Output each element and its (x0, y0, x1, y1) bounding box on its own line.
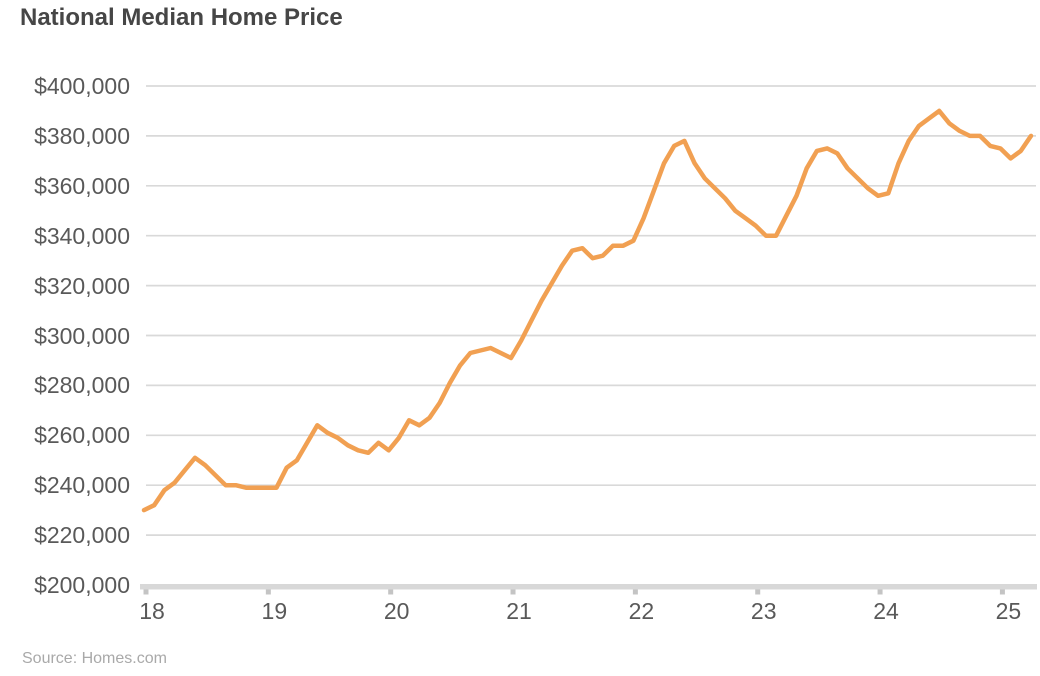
y-tick-label: $300,000 (34, 322, 130, 349)
x-tick-label: 22 (628, 598, 655, 624)
x-tick-label: 20 (383, 598, 410, 624)
x-tick-label: 18 (139, 598, 165, 624)
x-axis-tick (999, 589, 1005, 595)
x-tick-label: 19 (261, 598, 288, 624)
x-axis-tick (755, 589, 761, 595)
y-tick-label: $360,000 (34, 172, 130, 199)
x-axis-tick (510, 589, 516, 595)
price-line (141, 108, 1034, 513)
x-tick-label: 23 (750, 598, 777, 624)
x-axis-tick (143, 589, 149, 595)
x-axis-tick (388, 589, 394, 595)
y-tick-label: $320,000 (34, 272, 130, 299)
y-tick-label: $400,000 (34, 73, 130, 99)
x-axis-line (140, 584, 1037, 590)
y-tick-label: $220,000 (34, 522, 130, 549)
y-tick-label: $260,000 (34, 422, 130, 449)
chart-title: National Median Home Price (20, 4, 343, 31)
x-axis-tick (632, 589, 638, 595)
source-note: Source: Homes.com (22, 650, 167, 667)
x-axis-tick (877, 589, 883, 595)
y-tick-label: $200,000 (34, 572, 130, 598)
y-tick-label: $340,000 (34, 222, 130, 249)
y-tick-label: $380,000 (34, 122, 130, 149)
x-tick-label: 24 (873, 598, 899, 624)
x-tick-label: 21 (506, 598, 532, 624)
y-tick-label: $240,000 (34, 472, 130, 499)
y-tick-label: $280,000 (34, 372, 130, 399)
x-tick-label: 25 (995, 598, 1022, 624)
x-axis-tick (265, 589, 271, 595)
